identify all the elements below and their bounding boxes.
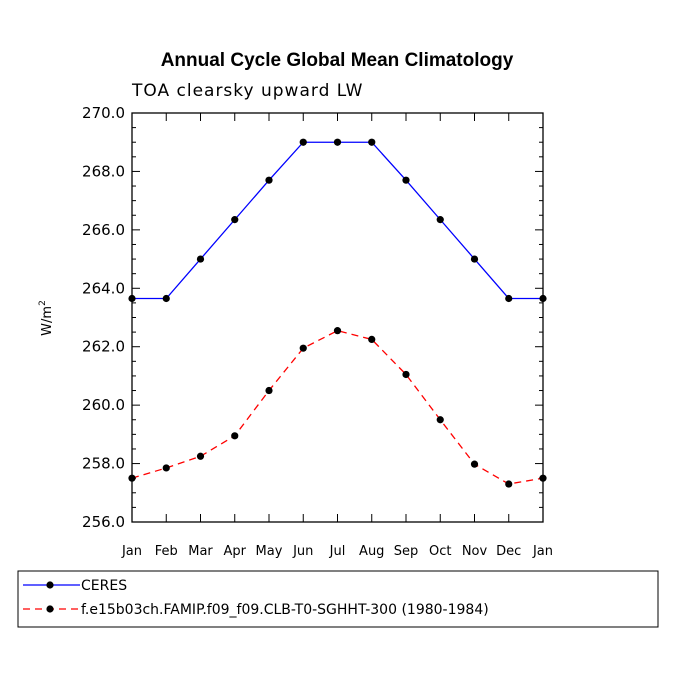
x-tick-label: Jan (532, 544, 553, 559)
series-1-point (436, 416, 444, 424)
series-0-point (162, 294, 170, 303)
chart-subtitle: TOA clearsky upward LW (131, 81, 364, 101)
y-tick-label: 270.0 (82, 104, 125, 122)
series-1-point (333, 327, 342, 335)
chart-title: Annual Cycle Global Mean Climatology (161, 50, 514, 71)
legend-marker-0 (46, 581, 54, 589)
legend-marker-1 (46, 605, 54, 613)
y-tick-label: 268.0 (82, 162, 125, 180)
series-1-point (265, 386, 273, 395)
x-tick-label: Aug (359, 544, 384, 559)
series-1-point (231, 432, 239, 440)
series-0-point (128, 294, 136, 303)
legend-box (17, 570, 659, 628)
series-0-point (265, 176, 273, 184)
series-0-point (402, 176, 410, 184)
legend-label-0: CERES (81, 578, 127, 594)
series-1-point (402, 370, 410, 379)
series-1-point (196, 452, 205, 460)
x-tick-label: Dec (496, 544, 521, 559)
x-tick-label: Nov (462, 544, 488, 559)
series-line-1 (131, 329, 544, 485)
series-0-point (299, 138, 307, 146)
y-tick-label: 260.0 (82, 396, 125, 414)
x-tick-label: Mar (188, 544, 213, 559)
x-tick-label: Jun (292, 544, 313, 559)
y-tick-label: 258.0 (82, 455, 125, 473)
x-tick-label: Jul (329, 544, 346, 559)
series-0-point (539, 294, 547, 303)
x-tick-label: Feb (155, 544, 178, 559)
y-axis-label-sup: 2 (38, 300, 48, 306)
plot-frame (131, 112, 544, 523)
series-0-point (470, 255, 479, 263)
x-tick-label: Sep (394, 544, 419, 559)
x-tick-label: Apr (224, 544, 247, 559)
series-layer (128, 138, 547, 488)
series-1-point (128, 474, 136, 482)
svg-text:W/m2: W/m2 (38, 300, 55, 336)
series-line-0 (132, 141, 543, 300)
series-1-point (162, 464, 170, 472)
series-0-point (196, 255, 205, 263)
y-tick-label: 262.0 (82, 338, 125, 356)
series-1-point (368, 335, 376, 344)
series-0-point (231, 216, 239, 224)
series-1-point (505, 480, 513, 488)
series-1-point (470, 460, 479, 468)
y-axis-label-base: W/m (40, 306, 55, 336)
legend: CERES f.e15b03ch.FAMIP.f09_f09.CLB-T0-SGH… (17, 570, 659, 628)
y-tick-label: 256.0 (82, 513, 125, 531)
series-1-point (539, 474, 547, 482)
series-0-point (436, 216, 444, 224)
series-0-point (368, 138, 376, 146)
series-0-point (333, 138, 342, 146)
series-1-point (299, 344, 307, 352)
legend-entries: CERES f.e15b03ch.FAMIP.f09_f09.CLB-T0-SGH… (23, 578, 489, 618)
x-tick-label: May (256, 544, 283, 559)
x-tick-label: Oct (429, 544, 451, 559)
series-0-point (505, 294, 513, 303)
legend-label-1: f.e15b03ch.FAMIP.f09_f09.CLB-T0-SGHHT-30… (81, 602, 489, 618)
y-axis-label: W/m2 (38, 300, 55, 336)
x-tick-label: Jan (121, 544, 142, 559)
y-tick-label: 264.0 (82, 279, 125, 297)
x-ticks: Jan Feb Mar Apr May Jun Jul Aug Sep Oct Nov Dec Jan (121, 113, 553, 559)
y-ticks: 256.0 258.0 260.0 262.0 264.0 266.0 268.0 270.0 (82, 104, 543, 531)
y-tick-label: 266.0 (82, 221, 125, 239)
